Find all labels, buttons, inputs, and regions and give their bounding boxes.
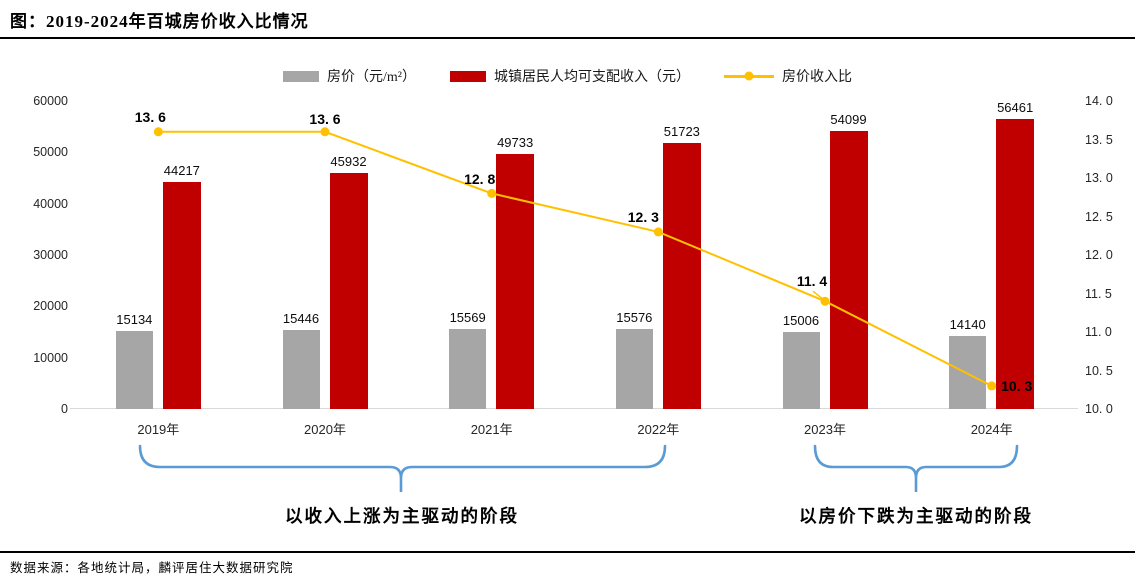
price-bar-value-label: 14140 [949,317,986,333]
right-axis-tick: 10. 5 [1085,363,1113,378]
income-bar [829,131,868,409]
right-axis-tick: 11. 0 [1085,325,1112,339]
legend-item-price: 房价（元/m²） [283,66,416,86]
ratio-point-marker [153,127,163,137]
price-bar-value-label: 15446 [282,310,320,326]
phase-label-price-driven: 以房价下跌为主驱动的阶段 [799,506,1033,526]
left-axis-tick: 50000 [33,145,68,160]
price-bar-value-label: 15569 [449,310,486,326]
left-axis-tick: 10000 [33,350,68,365]
price-bar-value-label: 15576 [616,310,653,326]
ratio-point-marker [987,381,997,391]
ratio-line [158,130,993,387]
ratio-value-label: 13. 6 [309,110,341,127]
income-bar-value-label: 45932 [330,154,367,170]
ratio-point-marker [820,296,830,306]
price-bar [449,329,487,409]
x-axis-label: 2022年 [637,422,680,437]
income-bar [329,173,368,409]
left-axis-tick: 20000 [33,299,68,314]
right-axis-tick: 12. 5 [1085,209,1113,224]
income-bar-value-label: 56461 [997,100,1034,116]
x-axis-label: 2023年 [804,422,846,437]
legend-item-income: 城镇居民人均可支配收入（元） [449,66,690,86]
price-bar [615,329,653,409]
x-axis-label: 2019年 [137,422,180,437]
right-axis-tick: 13. 0 [1085,171,1113,185]
ratio-point-marker [487,188,497,198]
ratio-value-label: 12. 8 [464,171,496,188]
x-axis-baseline [70,408,1078,409]
income-bar-value-label: 44217 [163,163,200,179]
right-axis-tick: 11. 5 [1085,286,1112,301]
ratio-point-marker [320,127,330,137]
left-axis-tick: 30000 [33,248,68,262]
price-bar-value-label: 15006 [782,312,820,328]
x-axis-label: 2024年 [970,422,1013,437]
price-bar [115,331,153,409]
left-axis-tick: 60000 [33,94,68,108]
figure-header: 图：2019-2024年百城房价收入比情况 [0,0,1135,39]
yellow-line-marker-icon [723,71,774,81]
income-bar [996,119,1035,409]
right-axis-tick: 12. 0 [1085,248,1113,262]
legend-label-price: 房价（元/m²） [327,70,416,85]
footer-divider [0,551,1135,553]
left-axis-tick: 40000 [33,196,68,211]
price-bar [782,331,820,409]
legend-label-ratio: 房价收入比 [781,70,852,85]
right-axis-tick: 13. 5 [1085,132,1113,147]
income-bar-value-label: 54099 [830,112,867,128]
page-title: 图：2019-2024年百城房价收入比情况 [10,12,309,31]
data-source-note: 数据来源：各地统计局，麟评居住大数据研究院 [10,561,294,575]
ratio-value-label: 13. 6 [134,108,166,125]
price-bar [282,329,320,409]
left-axis-tick: 0 [61,402,68,416]
legend-item-ratio: 房价收入比 [723,66,852,86]
price-bar-value-label: 15134 [116,312,153,328]
ratio-value-label: 10. 3 [1001,377,1033,394]
ratio-label-leader-line [812,290,824,300]
gray-square-swatch-icon [283,70,319,82]
phase-label-income-driven: 以收入上涨为主驱动的阶段 [285,506,519,526]
income-bar-value-label: 49733 [497,134,534,150]
income-bar [162,182,201,409]
income-bar-value-label: 51723 [663,124,700,140]
ratio-value-label: 11. 4 [796,273,828,290]
ratio-point-marker [653,227,663,237]
x-axis-label: 2021年 [470,422,513,437]
legend-label-income: 城镇居民人均可支配收入（元） [493,70,690,85]
red-square-swatch-icon [449,70,486,82]
right-axis-tick: 14. 0 [1085,94,1113,108]
chart-legend: 房价（元/m²） 城镇居民人均可支配收入（元） 房价收入比 [0,66,1135,86]
x-axis-label: 2020年 [304,422,346,437]
ratio-value-label: 12. 3 [627,208,659,225]
income-bar [662,143,701,409]
right-axis-tick: 10. 0 [1085,402,1113,416]
